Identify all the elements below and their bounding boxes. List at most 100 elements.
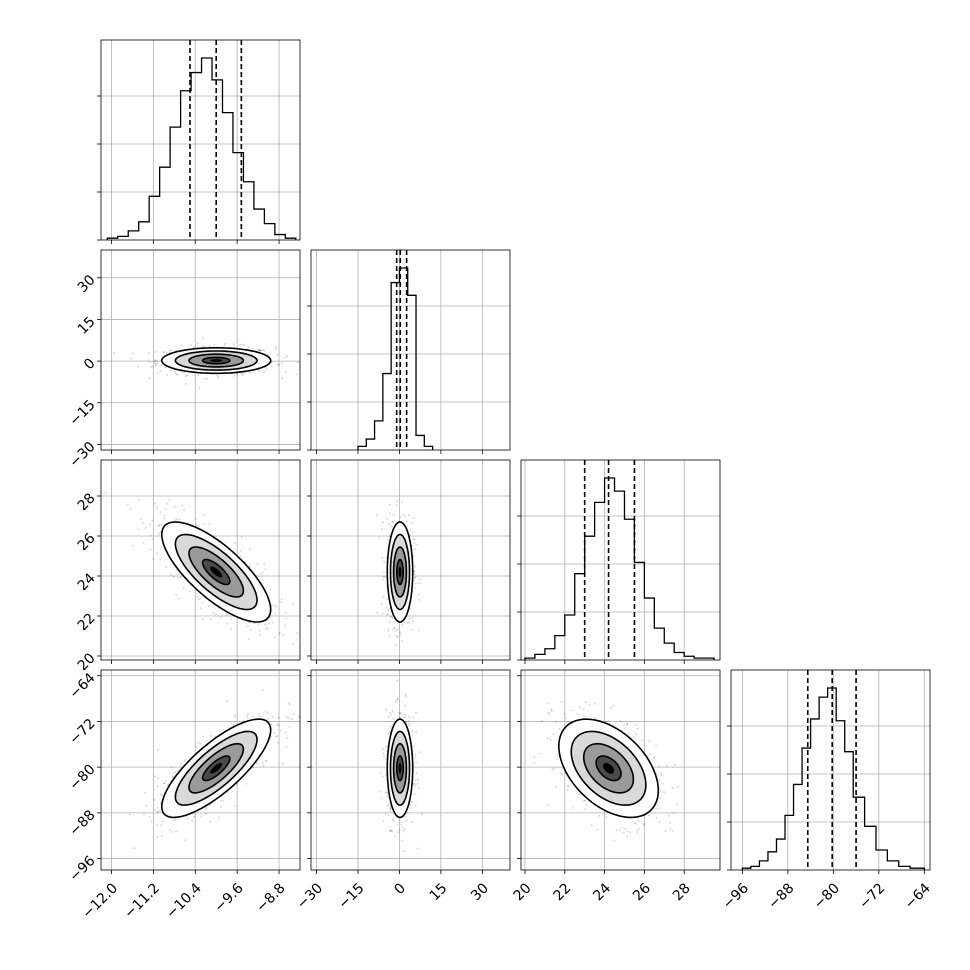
density-1-3-point bbox=[395, 699, 398, 702]
density-0-1-point bbox=[286, 355, 288, 357]
density-0-1-point bbox=[233, 346, 236, 348]
density-0-3-point bbox=[234, 716, 237, 719]
density-0-1-point bbox=[233, 375, 236, 377]
density-1-3-point bbox=[386, 795, 388, 798]
density-2-3-point bbox=[598, 815, 601, 817]
density-2-3-point bbox=[629, 831, 632, 834]
density-1-3-point bbox=[385, 708, 388, 711]
density-1-2-point bbox=[385, 556, 388, 559]
density-0-2-point bbox=[230, 618, 233, 620]
density-2-3-point bbox=[566, 784, 569, 787]
density-0-3-point bbox=[269, 737, 272, 739]
density-1-3-point bbox=[386, 804, 389, 807]
density-2-3-point bbox=[632, 736, 635, 739]
hist-2-bg bbox=[521, 460, 720, 660]
density-1-2-point bbox=[417, 582, 419, 585]
density-2-3-contour-3 bbox=[595, 755, 622, 782]
density-2-3-point bbox=[664, 830, 667, 833]
x-tick-label-0-1: −11.2 bbox=[121, 880, 163, 922]
hist-0-bg bbox=[101, 40, 300, 240]
density-0-3-point bbox=[277, 741, 280, 744]
density-2-3-point bbox=[648, 740, 651, 743]
hist-2-frame bbox=[520, 459, 721, 661]
density-0-2-point bbox=[129, 508, 132, 510]
density-0-3-point bbox=[157, 810, 159, 813]
density-1-3-point bbox=[410, 801, 413, 804]
density-2-3-point bbox=[584, 808, 587, 811]
density-1-3-marks bbox=[379, 679, 423, 853]
density-0-3-point bbox=[276, 735, 279, 737]
x-tick-label-3-4: −64 bbox=[902, 880, 934, 912]
density-1-3-point bbox=[415, 772, 418, 774]
density-0-1-point bbox=[276, 354, 279, 356]
density-1-2-point bbox=[409, 529, 412, 531]
hist-1-bg bbox=[311, 250, 510, 450]
density-0-3-point bbox=[209, 820, 212, 823]
density-0-2-contour-2 bbox=[188, 546, 245, 598]
density-1-2-point bbox=[378, 536, 381, 539]
density-0-2-point bbox=[203, 514, 206, 517]
density-1-3-point bbox=[414, 792, 417, 795]
y-tick-label-3-0: −96 bbox=[66, 853, 98, 885]
density-1-2-point bbox=[390, 615, 392, 618]
density-1-2-point bbox=[389, 512, 392, 514]
density-1-2-point bbox=[400, 633, 402, 636]
density-1-2-point bbox=[395, 500, 398, 503]
density-0-1-point bbox=[243, 344, 246, 347]
density-1-2-density-peak bbox=[398, 566, 402, 578]
density-0-1-point bbox=[267, 353, 270, 356]
density-0-2-point bbox=[166, 502, 168, 505]
density-0-2-point bbox=[292, 602, 295, 605]
density-1-3-point bbox=[397, 831, 400, 833]
density-0-1-point bbox=[183, 371, 186, 374]
density-2-3-point bbox=[659, 789, 662, 792]
density-0-3-point bbox=[234, 714, 236, 717]
density-0-2-point bbox=[142, 542, 145, 544]
density-0-2-contour-1 bbox=[174, 533, 258, 611]
density-1-3-point bbox=[421, 813, 423, 815]
density-2-3-point bbox=[594, 702, 596, 705]
density-0-2-point bbox=[249, 566, 252, 569]
density-0-3-point bbox=[288, 717, 291, 719]
density-0-2-point bbox=[182, 587, 185, 590]
density-0-2-point bbox=[188, 590, 191, 593]
density-0-3-point bbox=[262, 689, 264, 691]
density-1-3-point bbox=[402, 714, 404, 717]
density-2-3-point bbox=[613, 839, 615, 842]
density-0-3-point bbox=[184, 758, 187, 761]
density-0-3-point bbox=[231, 790, 234, 793]
density-0-1-point bbox=[258, 349, 261, 352]
density-1-3-point bbox=[402, 830, 405, 832]
density-1-3-point bbox=[412, 716, 415, 719]
density-0-3-point bbox=[128, 813, 131, 816]
density-0-3-point bbox=[278, 724, 280, 727]
density-0-2-point bbox=[212, 611, 215, 614]
density-0-3-point bbox=[282, 762, 284, 765]
density-1-2-point bbox=[412, 620, 414, 623]
density-0-2-point bbox=[197, 524, 200, 527]
density-0-1-point bbox=[236, 373, 239, 376]
density-0-3-point bbox=[168, 828, 171, 831]
density-0-1-point bbox=[259, 349, 262, 352]
density-0-3-point bbox=[156, 836, 159, 838]
density-2-3-point bbox=[676, 786, 679, 789]
density-0-3-point bbox=[186, 817, 189, 820]
density-2-3-point bbox=[551, 768, 554, 771]
density-1-3-point bbox=[389, 725, 392, 728]
density-0-3-point bbox=[247, 712, 249, 715]
density-0-2-point bbox=[256, 563, 259, 566]
density-0-1-point bbox=[217, 376, 220, 379]
density-1-3-point bbox=[389, 711, 391, 714]
density-1-2-point bbox=[394, 644, 397, 646]
density-0-3-point bbox=[191, 819, 194, 822]
density-2-3-point bbox=[596, 828, 599, 831]
density-2-3-point bbox=[547, 804, 550, 806]
density-0-3-point bbox=[279, 729, 282, 732]
density-1-2-point bbox=[413, 573, 416, 576]
density-0-2-point bbox=[284, 624, 287, 627]
density-0-3-point bbox=[265, 759, 268, 762]
density-0-2-point bbox=[163, 517, 166, 520]
density-0-3-point bbox=[266, 712, 269, 714]
density-0-3-point bbox=[267, 718, 270, 721]
density-1-2-point bbox=[401, 501, 403, 504]
